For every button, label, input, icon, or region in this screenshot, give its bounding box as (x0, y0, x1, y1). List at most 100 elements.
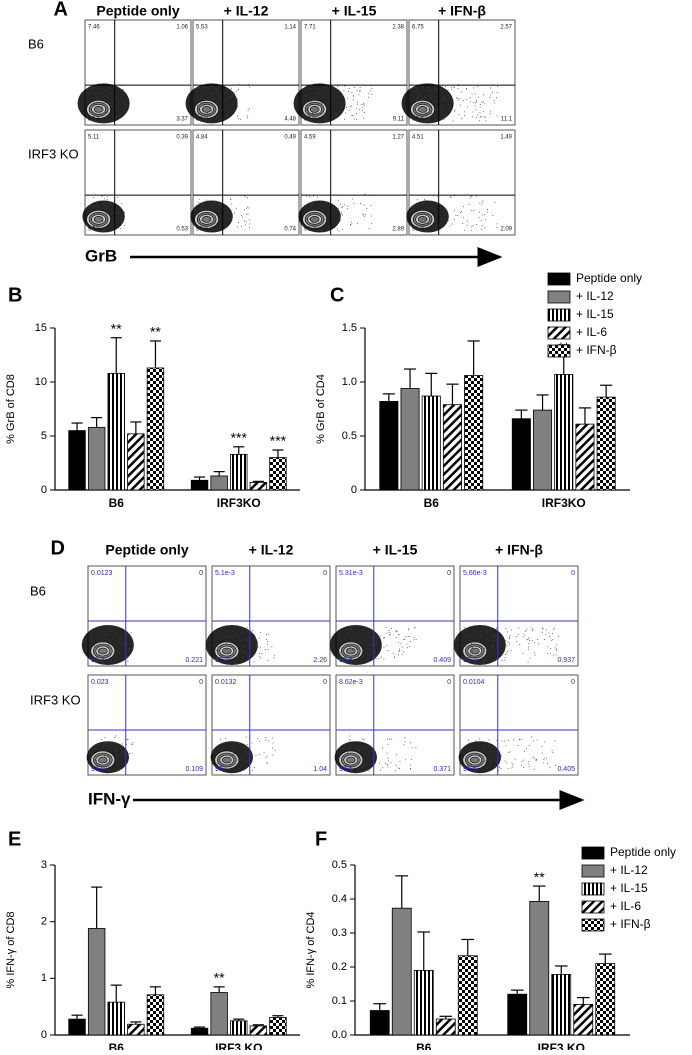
event-dot (207, 119, 209, 121)
event-dot (337, 85, 339, 87)
event-dot (386, 644, 388, 646)
event-dot (105, 766, 107, 768)
event-dot (94, 92, 96, 94)
event-dot (522, 652, 524, 654)
event-dot (516, 636, 518, 638)
event-dot (414, 109, 416, 111)
event-dot (231, 630, 233, 632)
event-dot (271, 737, 273, 739)
event-dot (347, 632, 349, 634)
event-dot (471, 226, 473, 228)
event-dot (104, 655, 106, 657)
event-dot (253, 766, 255, 768)
event-dot (358, 751, 360, 753)
event-dot (383, 647, 385, 649)
event-dot (555, 654, 557, 656)
event-dot (216, 116, 218, 118)
y-axis-label: % GrB of CD8 (5, 374, 17, 444)
event-dot (533, 652, 535, 654)
event-dot (219, 109, 221, 111)
quadrant-value: 1.49 (500, 135, 512, 141)
event-dot (476, 657, 478, 659)
event-dot (228, 113, 230, 115)
event-dot (399, 767, 401, 769)
event-dot (475, 632, 477, 634)
event-dot (361, 109, 363, 111)
event-dot (447, 89, 449, 91)
event-dot (398, 767, 400, 769)
event-dot (444, 215, 446, 217)
event-dot (475, 638, 477, 640)
event-dot (219, 654, 221, 656)
event-dot (324, 114, 326, 116)
event-dot (245, 736, 247, 738)
event-dot (238, 117, 240, 119)
event-dot (97, 206, 99, 208)
event-dot (486, 211, 488, 213)
event-dot (499, 644, 501, 646)
event-dot (416, 199, 418, 201)
event-dot (356, 89, 358, 91)
flow-plot: 0.023 0 99.9 0.109 (86, 674, 207, 776)
event-dot (115, 223, 117, 225)
bar (230, 453, 248, 491)
event-dot (506, 762, 508, 764)
quadrant-value: 99.6 (339, 657, 353, 664)
event-dot (399, 650, 401, 652)
event-dot (346, 644, 348, 646)
event-dot (471, 646, 473, 648)
event-dot (233, 212, 235, 214)
event-dot (105, 104, 107, 106)
event-dot (504, 760, 506, 762)
event-dot (378, 657, 380, 659)
event-dot (215, 200, 217, 202)
event-dot (236, 90, 238, 92)
event-dot (211, 207, 213, 209)
column-header: + IL-15 (373, 542, 418, 558)
event-dot (368, 93, 370, 95)
event-dot (553, 627, 555, 629)
event-dot (510, 767, 512, 769)
event-dot (451, 223, 453, 225)
event-dot (313, 102, 315, 104)
event-dot (451, 86, 453, 88)
event-dot (324, 218, 326, 220)
event-dot (417, 109, 419, 111)
event-dot (306, 85, 308, 87)
event-dot (240, 756, 242, 758)
event-dot (274, 655, 276, 657)
event-dot (399, 760, 401, 762)
event-dot (356, 118, 358, 120)
event-dot (244, 761, 246, 763)
event-dot (104, 633, 106, 635)
event-dot (339, 101, 341, 103)
bar (421, 395, 441, 491)
event-dot (485, 641, 487, 643)
plot-frame (192, 129, 300, 236)
event-dot (414, 90, 416, 92)
event-dot (476, 224, 478, 226)
event-dot (200, 219, 202, 221)
event-dot (121, 202, 123, 204)
event-dot (400, 643, 402, 645)
event-dot (247, 117, 249, 119)
event-dot (538, 643, 540, 645)
event-dot (552, 632, 554, 634)
event-dot (98, 111, 100, 113)
event-dot (106, 208, 108, 210)
quadrant-value: 4.51 (412, 135, 424, 141)
event-dot (309, 88, 311, 90)
event-dot (466, 224, 468, 226)
event-dot (461, 117, 463, 119)
event-dot (436, 100, 438, 102)
event-dot (478, 645, 480, 647)
event-dot (522, 766, 524, 768)
event-dot (428, 103, 430, 105)
event-dot (474, 93, 476, 95)
event-dot (355, 108, 357, 110)
event-dot (220, 770, 222, 772)
event-dot (531, 640, 533, 642)
event-dot (105, 211, 107, 213)
event-dot (315, 112, 317, 114)
event-dot (404, 636, 406, 638)
